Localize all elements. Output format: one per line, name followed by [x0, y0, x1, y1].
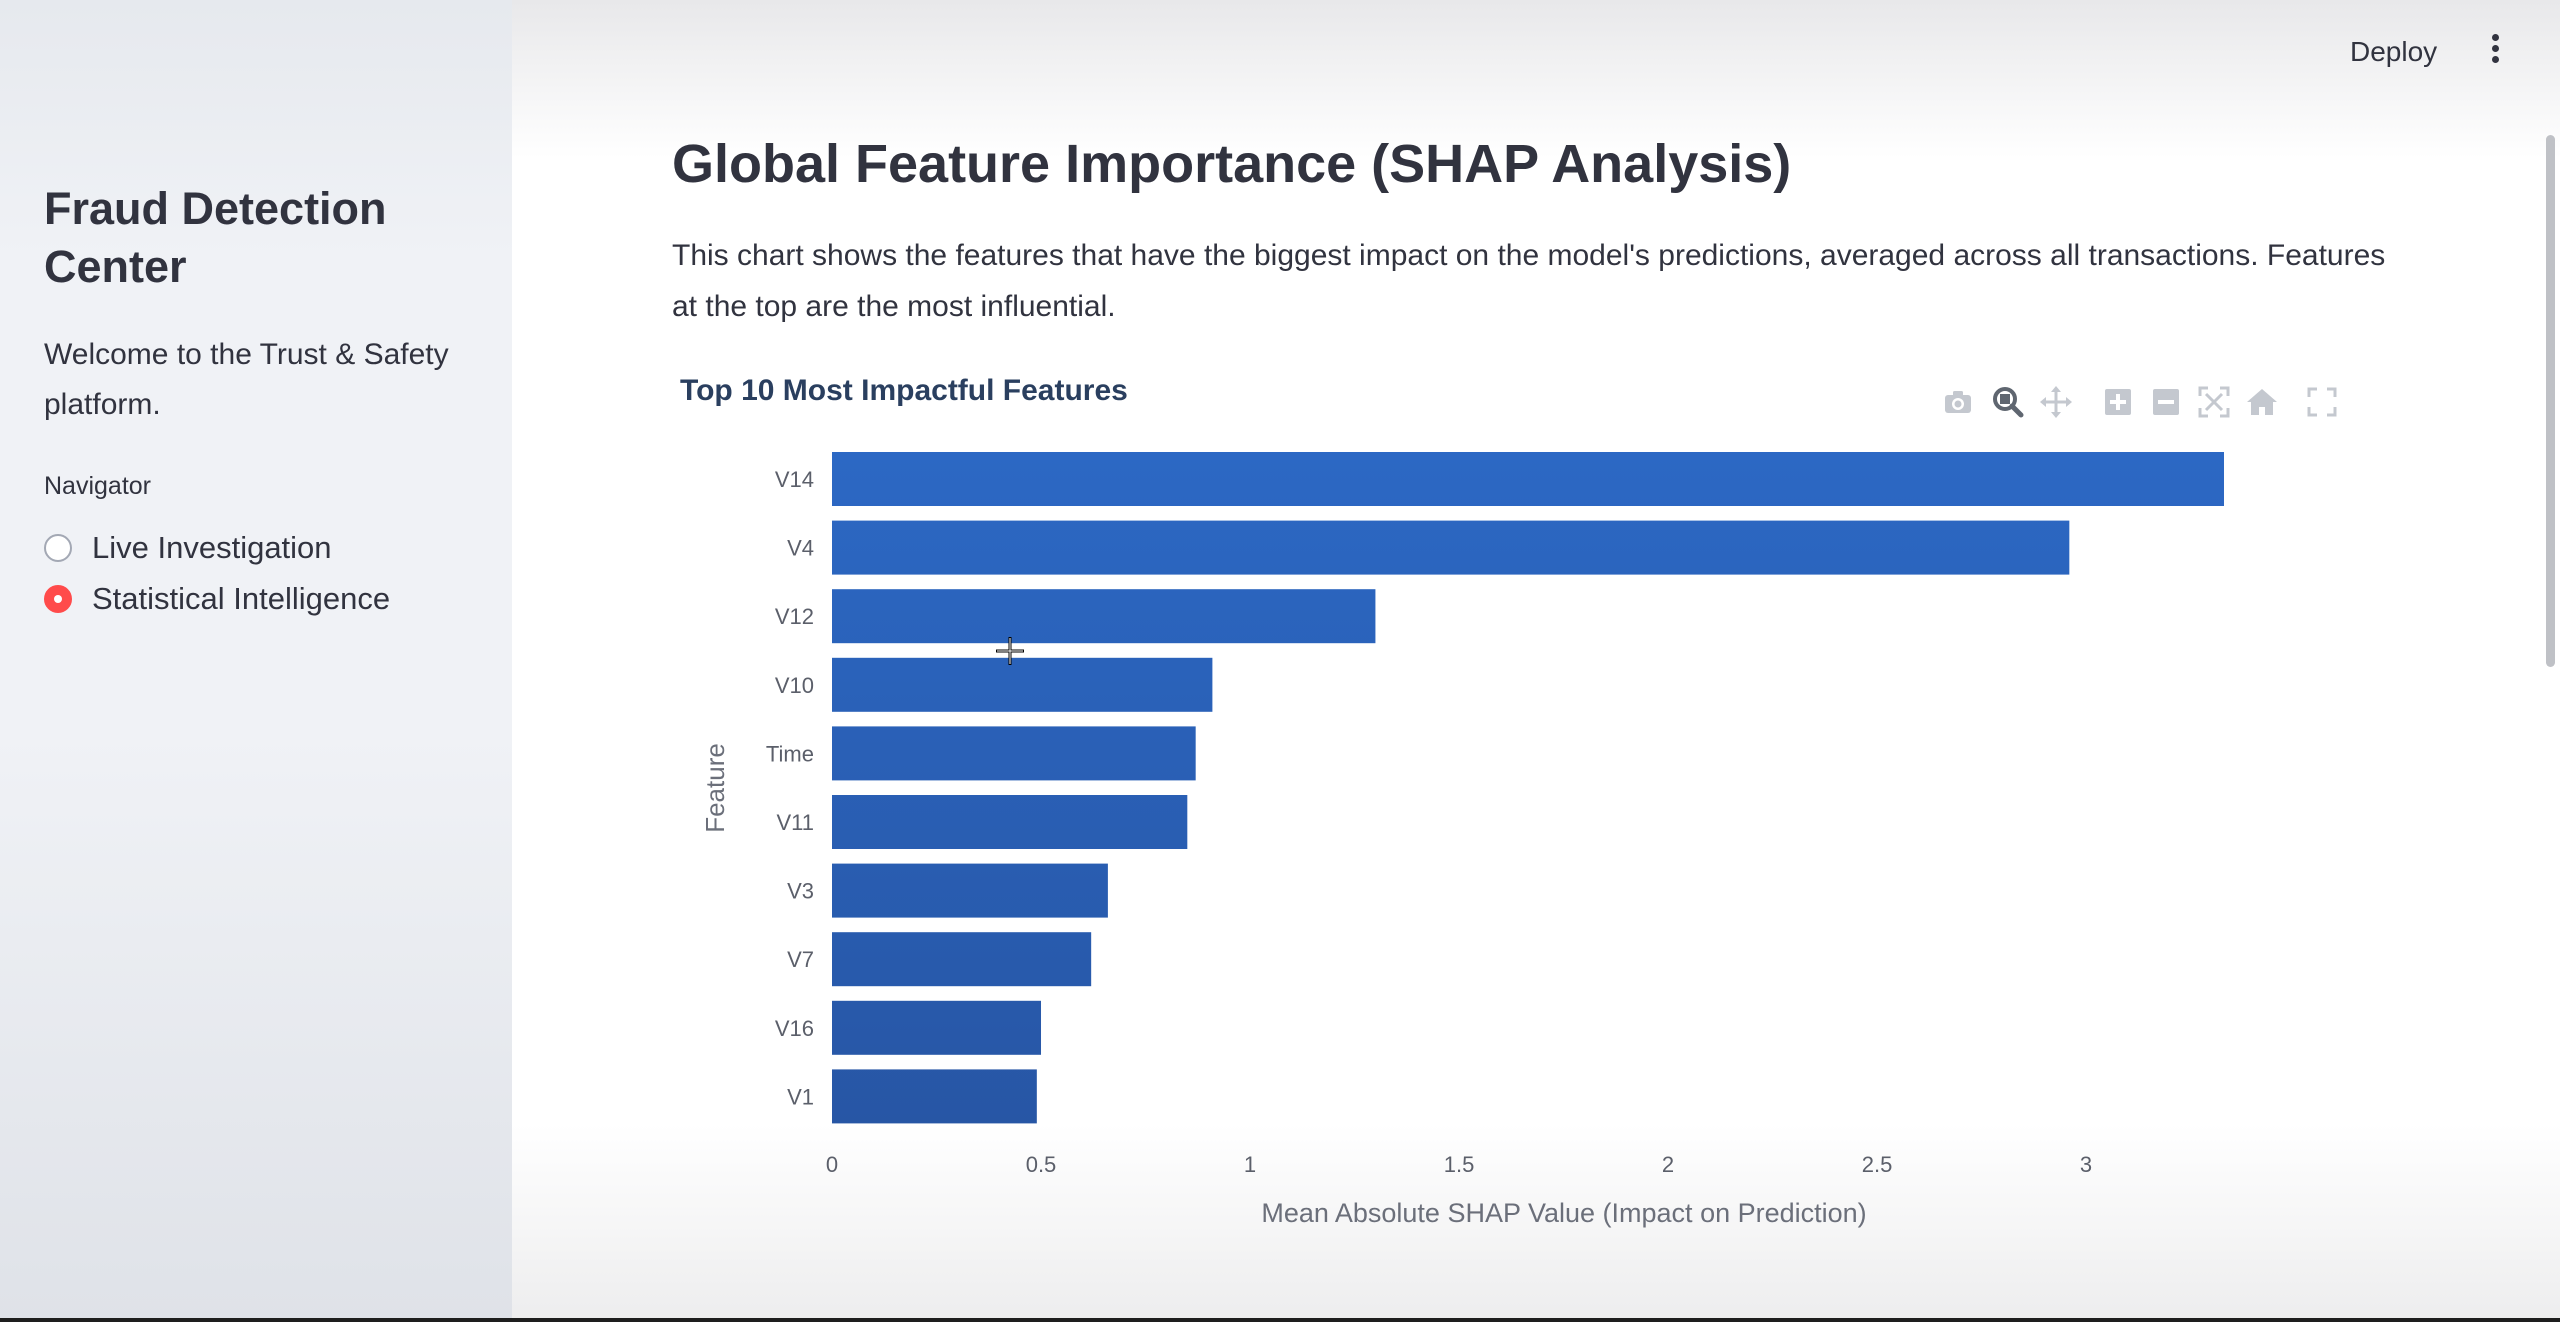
nav-option-label: Statistical Intelligence — [92, 580, 391, 616]
page-title: Global Feature Importance (SHAP Analysis… — [672, 134, 1792, 194]
x-tick-label: 0 — [826, 1152, 838, 1177]
navigator-label: Navigator — [44, 472, 151, 500]
nav-option-label: Live Investigation — [92, 529, 332, 565]
x-tick-label: 2 — [1662, 1152, 1674, 1177]
y-tick-label: V7 — [787, 947, 814, 972]
x-tick-label: 2.5 — [1862, 1152, 1893, 1177]
sidebar-welcome-text: Welcome to the Trust & Safety platform. — [44, 338, 449, 421]
x-tick-labels: 0 0.5 1 1.5 2 2.5 3 — [826, 1152, 2092, 1177]
y-tick-label: V4 — [787, 536, 814, 561]
bar-v10[interactable] — [832, 657, 1213, 712]
navigator-radio-group: Live Investigation Statistical Intellige… — [44, 522, 390, 624]
autoscale-icon[interactable] — [2196, 384, 2232, 420]
chart-title: Top 10 Most Impactful Features — [680, 374, 1128, 407]
x-tick-label: 3 — [2080, 1152, 2092, 1177]
y-tick-label: V11 — [776, 810, 814, 835]
y-tick-label: V16 — [775, 1016, 814, 1041]
x-tick-label: 0.5 — [1026, 1152, 1057, 1177]
x-tick-label: 1 — [1244, 1152, 1256, 1177]
nav-option-live-investigation[interactable]: Live Investigation — [44, 522, 390, 573]
y-axis-title: Feature — [700, 743, 730, 833]
reset-axes-icon[interactable] — [2244, 384, 2280, 420]
page-description: This chart shows the features that have … — [672, 239, 2386, 323]
zoom-in-icon[interactable] — [2100, 384, 2136, 420]
bar-v12[interactable] — [832, 589, 1376, 644]
bar-v1[interactable] — [832, 1069, 1037, 1124]
y-tick-label: V3 — [787, 879, 814, 904]
bars-group — [832, 452, 2224, 1124]
y-tick-label: V1 — [787, 1084, 814, 1109]
bar-v3[interactable] — [832, 863, 1108, 918]
y-tick-label: V10 — [775, 673, 814, 698]
scrollbar-thumb[interactable] — [2546, 135, 2555, 667]
zoom-out-icon[interactable] — [2148, 384, 2184, 420]
y-tick-label: Time — [766, 741, 814, 766]
x-tick-label: 1.5 — [1444, 1152, 1475, 1177]
bar-v14[interactable] — [832, 452, 2224, 506]
deploy-button[interactable]: Deploy — [2350, 36, 2438, 67]
sidebar-title: Fraud Detection Center — [44, 183, 387, 292]
bar-v11[interactable] — [832, 795, 1188, 849]
y-tick-label: V14 — [775, 467, 814, 492]
nav-option-statistical-intelligence[interactable]: Statistical Intelligence — [44, 573, 390, 624]
pan-icon[interactable] — [2038, 384, 2074, 420]
radio-button[interactable] — [44, 533, 72, 562]
bar-v4[interactable] — [832, 520, 2070, 575]
kebab-menu-icon[interactable] — [2484, 34, 2506, 70]
sidebar: Fraud Detection Center Welcome to the Tr… — [0, 0, 512, 1322]
y-tick-labels: V14 V4 V12 V10 Time V11 V3 V7 V16 V1 — [766, 467, 814, 1109]
bar-v7[interactable] — [832, 932, 1092, 987]
bar-time[interactable] — [832, 726, 1196, 781]
fullscreen-icon[interactable] — [2304, 384, 2340, 420]
y-tick-label: V12 — [775, 604, 814, 629]
camera-icon[interactable] — [1940, 384, 1976, 420]
crosshair-cursor-icon — [996, 637, 1024, 665]
bar-v16[interactable] — [832, 1000, 1042, 1055]
window-bottom-edge — [0, 1318, 2560, 1322]
x-axis-title: Mean Absolute SHAP Value (Impact on Pred… — [1261, 1198, 1866, 1228]
radio-button-selected[interactable] — [44, 584, 72, 613]
zoom-icon[interactable] — [1990, 384, 2026, 420]
